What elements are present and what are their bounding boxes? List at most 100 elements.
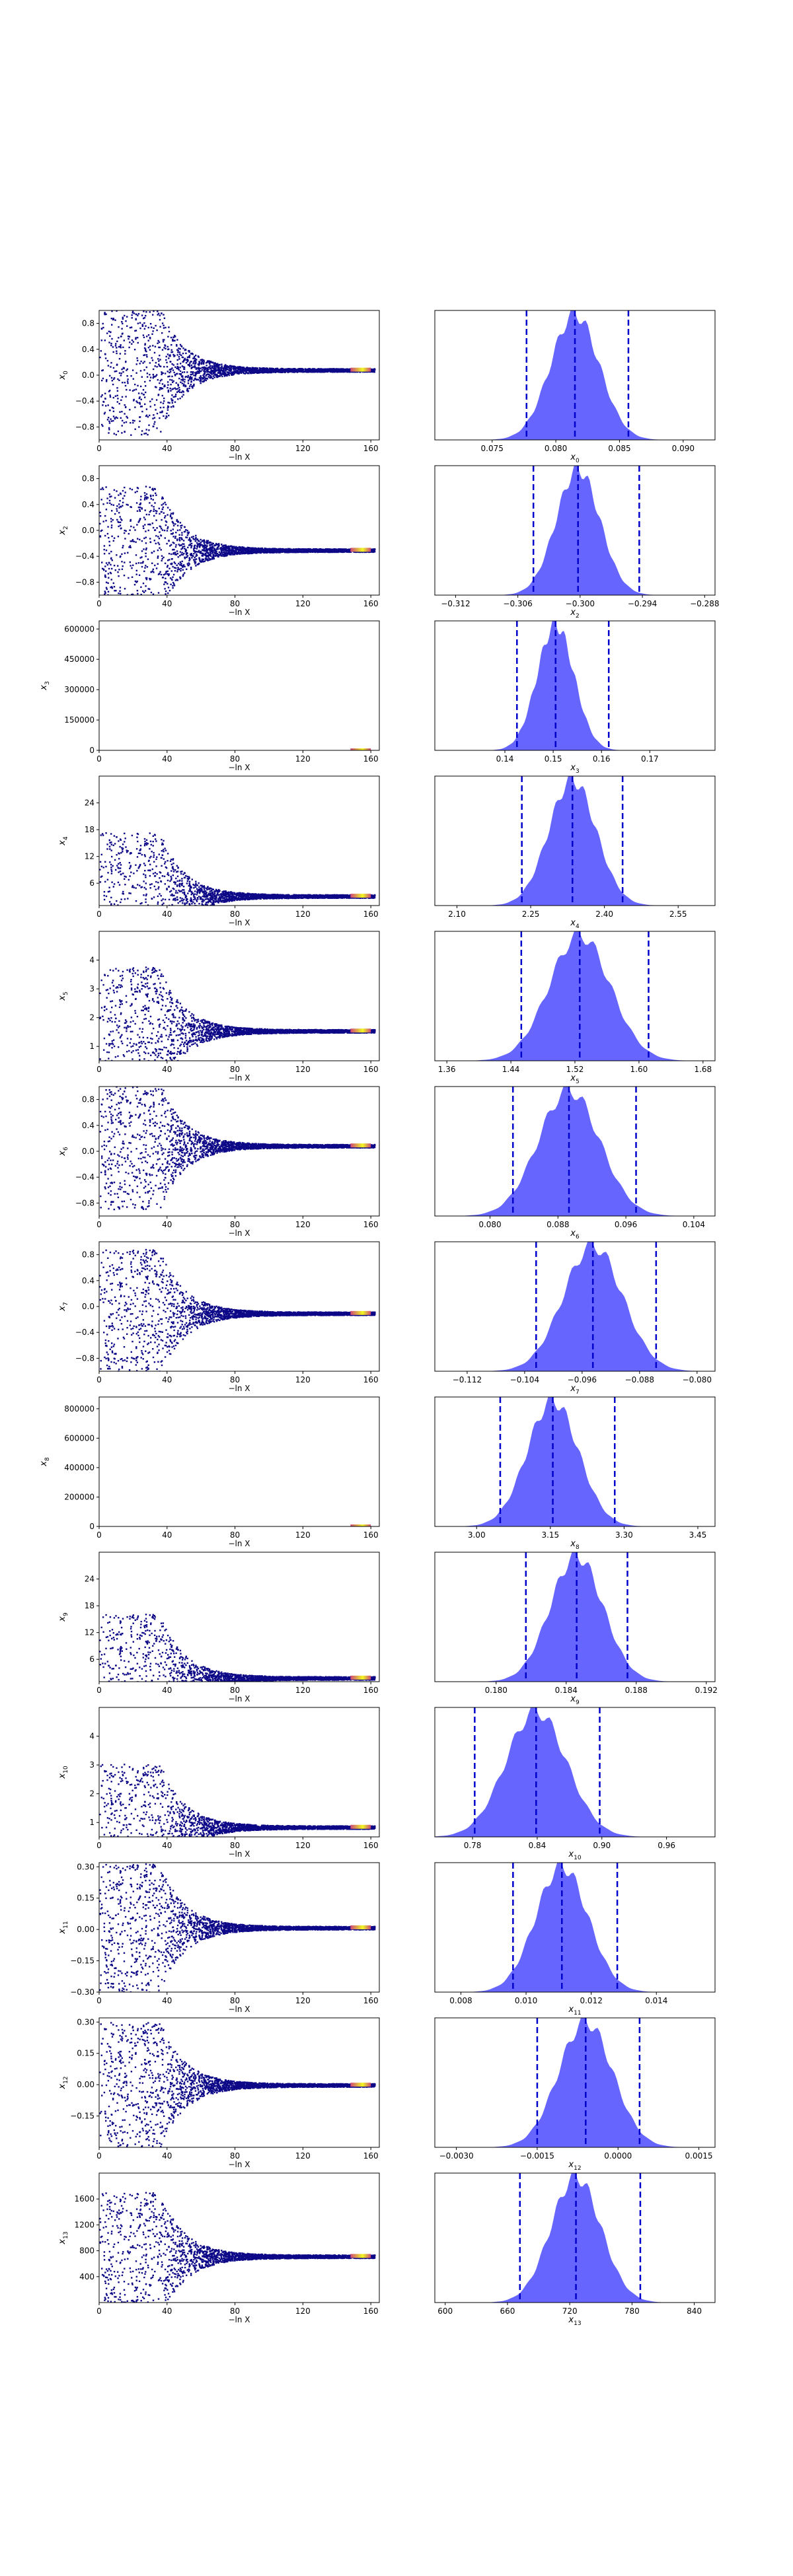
trace-frame — [98, 1552, 380, 1682]
posterior-xtick-label: −0.288 — [690, 599, 719, 608]
trace-converged-tail — [350, 1675, 371, 1680]
posterior-xlabel: x7 — [570, 1384, 579, 1396]
trace-ytick-label: 300000 — [64, 685, 94, 694]
trace-xtick-label: 160 — [363, 599, 379, 608]
trace-ytick-label: 0.8 — [82, 319, 94, 328]
trace-ytick-label: 1 — [89, 1042, 94, 1051]
trace-xtick-label: 160 — [363, 1686, 379, 1695]
trace-ytick-label: 6 — [89, 1655, 94, 1664]
trace-ytick-label: 800 — [79, 2246, 94, 2256]
trace-xtick-label: 160 — [363, 444, 379, 453]
trace-xlabel: −ln X — [228, 1694, 250, 1703]
posterior-panel: 0.14 0.15 0.16 0.17 x3 — [434, 620, 716, 775]
trace-xtick-label: 160 — [363, 1841, 379, 1850]
trace-ytick-label: 0.8 — [82, 474, 94, 483]
posterior-xtick-label: 0.080 — [478, 1220, 501, 1229]
trace-xtick-label: 0 — [96, 1220, 102, 1229]
posterior-frame — [434, 1241, 716, 1372]
posterior-xtick-label: 2.10 — [448, 910, 466, 919]
trace-xtick-label: 0 — [96, 1996, 102, 2005]
trace-ylabel: x9 — [57, 1612, 69, 1622]
panel-row-5: 0 40 80 120 160−ln X0.80.40.0−0.4−0.8x60.080… — [57, 1086, 716, 1240]
trace-xtick-label: 80 — [230, 754, 240, 764]
trace-ytick-label: −0.4 — [75, 1328, 94, 1337]
posterior-xtick-label: 0.080 — [545, 444, 567, 453]
trace-xtick-label: 120 — [295, 1996, 311, 2005]
panel-row-7: 0 40 80 120 160 −ln X 800000 600000 400000 200000… — [39, 1396, 716, 1551]
trace-xtick-label: 120 — [295, 599, 311, 608]
posterior-xtick-label: 0.14 — [496, 754, 514, 764]
posterior-xlabel: x6 — [570, 1229, 580, 1240]
trace-xlabel: −ln X — [228, 2315, 250, 2324]
trace-panel: 0 40 80 120 160 −ln X 0.30 0.15 0.00 −0.15 −0.30 x1… — [57, 1862, 380, 2014]
trace-xtick-label: 0 — [96, 599, 102, 608]
posterior-xtick-label: 0.008 — [449, 1996, 472, 2005]
posterior-panel: 600 660 720 780 840 x13 — [434, 2172, 716, 2327]
posterior-frame — [434, 2017, 716, 2148]
posterior-xtick-label: −0.080 — [683, 1375, 712, 1384]
posterior-density — [476, 2173, 676, 2303]
trace-converged-tail — [350, 1824, 371, 1829]
posterior-xtick-label: 2.40 — [595, 910, 613, 919]
trace-frame — [98, 310, 380, 441]
trace-converged-tail — [350, 1524, 371, 1526]
trace-panel: 0 40 80 120 160 −ln X 24 18 12 6 x9 — [57, 1552, 380, 1703]
trace-ytick-label: 0.4 — [82, 345, 94, 354]
trace-xtick-label: 0 — [96, 1375, 102, 1384]
trace-frame — [98, 620, 380, 751]
trace-xtick-label: 40 — [162, 1686, 172, 1695]
trace-ytick-label: 0.4 — [82, 1121, 94, 1130]
trace-converged-tail — [350, 367, 371, 372]
trace-xtick-label: 80 — [230, 1220, 240, 1229]
trace-samples — [99, 832, 376, 906]
posterior-xtick-label: 0.096 — [615, 1220, 637, 1229]
posterior-xtick-label: 0.075 — [481, 444, 504, 453]
trace-ytick-label: 2 — [89, 1013, 94, 1022]
trace-xtick-label: 120 — [295, 1686, 311, 1695]
trace-xtick-label: 40 — [162, 1065, 172, 1074]
posterior-xtick-label: 840 — [687, 2307, 702, 2316]
trace-ytick-label: 0.15 — [77, 1894, 94, 1903]
trace-xtick-label: 160 — [363, 1530, 379, 1540]
posterior-xtick-label: −0.112 — [453, 1375, 482, 1384]
posterior-panel: 0.080 0.088 0.096 0.104 x6 — [434, 1086, 716, 1240]
trace-ytick-label: 24 — [85, 1575, 94, 1584]
posterior-xtick-label: 3.30 — [615, 1530, 633, 1540]
posterior-xtick-label: 780 — [624, 2307, 640, 2316]
posterior-density — [450, 1397, 656, 1526]
trace-ylabel: x12 — [57, 2076, 69, 2089]
trace-ytick-label: 0.00 — [77, 2080, 94, 2089]
posterior-xtick-label: 1.36 — [438, 1065, 456, 1074]
trace-ylabel: x4 — [57, 836, 69, 846]
trace-ylabel: x13 — [57, 2231, 69, 2244]
trace-xtick-label: 0 — [96, 1530, 102, 1540]
trace-xtick-label: 160 — [363, 2151, 379, 2161]
trace-ytick-label: −0.4 — [75, 552, 94, 561]
posterior-frame — [434, 2172, 716, 2303]
posterior-density — [478, 2018, 694, 2147]
trace-samples — [99, 1614, 376, 1682]
trace-converged-tail — [350, 1310, 371, 1315]
trace-xtick-label: 80 — [230, 2151, 240, 2161]
trace-converged-tail — [350, 2254, 371, 2258]
trace-ytick-label: 18 — [85, 1601, 94, 1610]
trace-frame — [98, 1862, 380, 1993]
posterior-frame — [434, 465, 716, 596]
trace-ytick-label: 4 — [89, 956, 94, 965]
trace-samples — [99, 310, 376, 436]
posterior-xtick-label: −0.088 — [625, 1375, 654, 1384]
trace-xtick-label: 120 — [295, 1220, 311, 1229]
posterior-panel: 2.10 2.25 2.40 2.55 x4 — [434, 775, 716, 930]
posterior-xtick-label: 0.014 — [645, 1996, 667, 2005]
trace-ytick-label: −0.15 — [70, 2112, 94, 2121]
trace-samples — [99, 1863, 376, 1992]
trace-converged-tail — [350, 1143, 371, 1148]
posterior-xlabel: x10 — [568, 1849, 581, 1861]
trace-xtick-label: 40 — [162, 1220, 172, 1229]
posterior-xlabel: x8 — [570, 1539, 580, 1551]
trace-ytick-label: 400000 — [64, 1463, 94, 1472]
trace-xtick-label: 160 — [363, 1375, 379, 1384]
trace-xlabel: −ln X — [228, 1849, 250, 1859]
posterior-frame — [434, 1552, 716, 1682]
